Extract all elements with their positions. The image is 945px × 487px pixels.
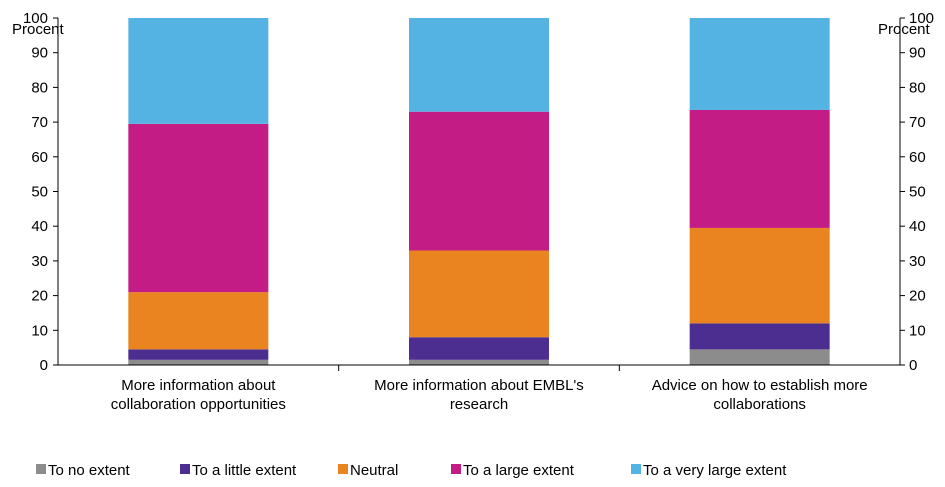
y-tick-label-left: 90: [31, 45, 48, 62]
y-tick-label-right: 10: [909, 322, 926, 339]
legend-label: To no extent: [48, 462, 131, 479]
legend-swatch: [631, 464, 641, 474]
category-label-line: More information about EMBL's: [374, 377, 584, 394]
bar-segment: [689, 323, 830, 350]
bar-segment: [409, 359, 549, 365]
legend-label: Neutral: [350, 462, 398, 479]
category-label-line: Advice on how to establish more: [652, 377, 868, 394]
legend-label: To a little extent: [192, 462, 297, 479]
y-tick-label-right: 0: [909, 357, 917, 374]
bar-segment: [409, 250, 549, 338]
bar-segment: [128, 292, 269, 350]
y-tick-label-right: 60: [909, 149, 926, 166]
y-tick-label-right: 100: [909, 10, 934, 27]
bar-segment: [128, 359, 269, 365]
y-tick-label-left: 20: [31, 288, 48, 305]
y-tick-label-right: 90: [909, 45, 926, 62]
category-label-line: collaborations: [713, 396, 806, 413]
category-label-line: More information about: [121, 377, 276, 394]
bar-segment: [689, 349, 830, 365]
legend-swatch: [338, 464, 348, 474]
bar-segment: [689, 18, 830, 110]
y-tick-label-left: 0: [40, 357, 48, 374]
legend-swatch: [36, 464, 46, 474]
y-axis-label-right: Procent: [878, 21, 931, 38]
axes-layer: 0 0 10 10 20 20 30 30 40 40 50 50 60 60 70 70 80 80 90 90 10…: [23, 10, 934, 374]
category-label-line: research: [450, 396, 508, 413]
category-label-line: collaboration opportunities: [111, 396, 286, 413]
bar-segment: [128, 349, 269, 360]
bar-segment: [409, 111, 549, 251]
bar-segment: [409, 337, 549, 360]
category-labels: More information about collaboration oppo…: [111, 377, 868, 413]
y-axis-label-left: Procent: [12, 21, 65, 38]
bar-segment: [128, 123, 269, 293]
y-tick-label-left: 30: [31, 253, 48, 270]
legend-swatch: [180, 464, 190, 474]
y-tick-label-left: 60: [31, 149, 48, 166]
category-label: Advice on how to establish more collabora…: [652, 377, 868, 413]
y-tick-label-left: 70: [31, 114, 48, 131]
y-tick-label-left: 100: [23, 10, 48, 27]
y-tick-label-right: 40: [909, 218, 926, 235]
y-tick-label-left: 40: [31, 218, 48, 235]
legend-label: To a large extent: [463, 462, 575, 479]
y-tick-label-left: 80: [31, 79, 48, 96]
y-tick-label-left: 10: [31, 322, 48, 339]
bars-layer: [128, 18, 830, 365]
y-tick-label-right: 20: [909, 288, 926, 305]
category-label: More information about collaboration oppo…: [111, 377, 286, 413]
legend-swatch: [451, 464, 461, 474]
y-tick-label-right: 70: [909, 114, 926, 131]
bar-segment: [689, 109, 830, 228]
bar-segment: [689, 227, 830, 324]
legend: To no extent To a little extent Neutral To …: [36, 462, 787, 479]
category-label: More information about EMBL's research: [374, 377, 584, 413]
bar-segment: [409, 18, 549, 112]
y-tick-label-left: 50: [31, 184, 48, 201]
y-tick-label-right: 80: [909, 79, 926, 96]
bar-segment: [128, 18, 269, 124]
y-tick-label-right: 50: [909, 184, 926, 201]
legend-label: To a very large extent: [643, 462, 787, 479]
y-tick-label-right: 30: [909, 253, 926, 270]
